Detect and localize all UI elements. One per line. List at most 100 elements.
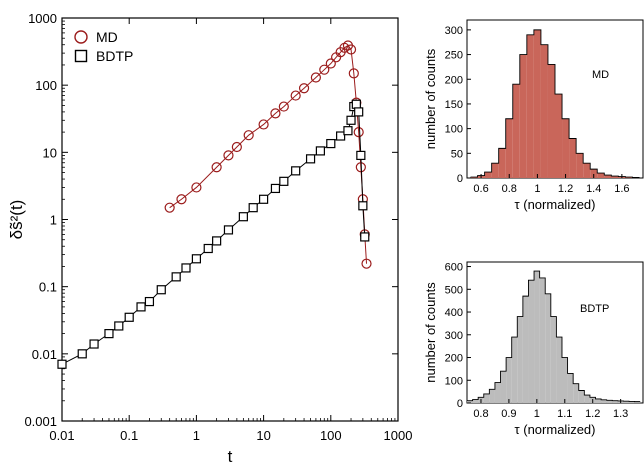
md-histogram-annotation: MD — [592, 69, 609, 81]
hist1-bar — [555, 94, 563, 178]
hist1-y-tick-label: 150 — [445, 99, 463, 111]
msd-y-tick-label: 0.01 — [32, 347, 57, 362]
md-point — [176, 194, 187, 205]
md-histogram-x-axis-title: τ (normalized) — [515, 197, 596, 212]
bdtp-histogram-y-axis-title: number of counts — [423, 282, 438, 383]
bdtp-point — [291, 166, 301, 176]
md-point — [345, 44, 357, 55]
bdtp-point — [270, 183, 281, 194]
bdtp-point — [114, 321, 124, 331]
hist2-bar — [601, 399, 607, 403]
hist1-bar — [470, 177, 478, 178]
hist2-y-tick-label: 400 — [445, 307, 463, 319]
md-point — [348, 68, 359, 79]
msd-legend: MD BDTP — [74, 29, 133, 64]
hist1-y-tick-label: 200 — [445, 74, 463, 86]
md-point — [223, 150, 234, 161]
hist1-x-tick-label: 1.6 — [614, 183, 629, 195]
msd-x-tick-label: 1 — [193, 428, 200, 443]
series-line-bdtp — [61, 103, 366, 365]
hist1-bar — [512, 84, 520, 178]
bdtp-point — [124, 312, 134, 322]
hist2-bar — [534, 271, 540, 403]
bdtp-point — [346, 115, 356, 125]
msd-x-axis-title: t — [228, 447, 233, 466]
msd-y-tick-label: 10 — [43, 145, 57, 160]
legend-bdtp-label: BDTP — [96, 48, 133, 64]
msd-series — [57, 40, 372, 369]
hist1-bar — [526, 34, 534, 178]
hist2-bar — [489, 389, 495, 403]
hist1-bar — [540, 44, 548, 178]
md-point — [211, 162, 222, 173]
bdtp-point — [57, 359, 67, 369]
md-histogram-x-ticks: 0.6 0.8 1 1.2 1.4 1.6 — [473, 174, 630, 195]
bdtp-point — [191, 254, 201, 264]
series-line-md — [169, 44, 368, 264]
bdtp-histogram-bars — [467, 270, 641, 403]
md-point — [243, 130, 254, 141]
hist2-bar — [561, 357, 568, 403]
hist1-x-tick-label: 1 — [534, 183, 540, 195]
md-point — [231, 141, 242, 153]
hist1-bar — [498, 148, 506, 178]
msd-x-ticks: 0.01 0.1 1 10 100 1000 — [49, 18, 412, 443]
hist1-bar — [547, 64, 555, 178]
hist2-y-tick-label: 500 — [445, 284, 463, 296]
hist1-x-tick-label: 1.2 — [558, 183, 573, 195]
hist2-y-tick-label: 200 — [445, 353, 463, 365]
bdtp-point — [315, 146, 325, 156]
md-point — [290, 90, 301, 101]
md-point — [258, 119, 269, 130]
hist1-x-tick-label: 1.4 — [586, 183, 601, 195]
hist1-bar — [491, 163, 499, 178]
md-histogram-y-axis-title: number of counts — [423, 48, 438, 149]
bdtp-histogram-x-ticks: 0.8 0.9 1 1.1 1.2 1.3 — [473, 399, 628, 420]
bdtp-point — [248, 203, 258, 213]
hist2-bar — [545, 293, 551, 403]
md-point — [278, 101, 289, 112]
hist2-y-tick-label: 600 — [445, 262, 463, 274]
hist1-y-tick-label: 0 — [457, 173, 463, 185]
msd-x-tick-label: 100 — [320, 428, 342, 443]
bdtp-point — [354, 107, 364, 117]
bdtp-point — [343, 126, 353, 136]
hist2-bar — [511, 337, 518, 403]
bdtp-point — [144, 296, 155, 307]
msd-y-tick-label: 0.1 — [39, 280, 57, 295]
bdtp-point — [212, 236, 222, 246]
hist2-bar — [623, 401, 630, 403]
bdtp-point — [136, 302, 146, 312]
hist1-outline — [470, 29, 640, 178]
hist1-y-tick-label: 250 — [445, 50, 463, 62]
bdtp-point — [156, 285, 166, 295]
hist2-bar — [573, 383, 579, 403]
bdtp-histogram-y-ticks: 0 100 200 300 400 500 600 — [445, 262, 471, 410]
msd-y-tick-label: 100 — [35, 78, 57, 93]
hist2-x-tick-label: 1.3 — [613, 408, 628, 420]
md-point — [339, 42, 350, 53]
hist1-bar — [519, 54, 527, 178]
md-histogram: 0.6 0.8 1 1.2 1.4 1.6 0 50 100 150 200 250 300 τ (n… — [423, 19, 644, 212]
hist2-bar — [483, 393, 490, 403]
hist1-y-tick-label: 300 — [445, 25, 463, 37]
md-point — [298, 83, 310, 94]
hist2-x-tick-label: 1.1 — [557, 408, 572, 420]
bdtp-point — [279, 176, 289, 186]
hist2-bar — [606, 400, 613, 403]
msd-x-tick-label: 0.01 — [49, 428, 74, 443]
msd-chart: 0.01 0.1 1 10 100 1000 0.0010.010.11101001000… — [7, 11, 412, 466]
bdtp-histogram-annotation: BDTP — [580, 303, 609, 315]
hist2-bar — [522, 296, 529, 403]
hist2-bar — [634, 401, 641, 403]
bdtp-point — [356, 150, 366, 161]
hist1-bar — [569, 138, 577, 178]
msd-x-tick-label: 10 — [256, 428, 270, 443]
bdtp-point — [89, 339, 99, 349]
md-point — [361, 258, 372, 269]
bdtp-point — [326, 138, 336, 149]
md-point — [325, 58, 336, 69]
msd-y-tick-label: 1000 — [28, 11, 57, 26]
hist2-bar — [550, 316, 557, 403]
md-point — [353, 127, 364, 138]
